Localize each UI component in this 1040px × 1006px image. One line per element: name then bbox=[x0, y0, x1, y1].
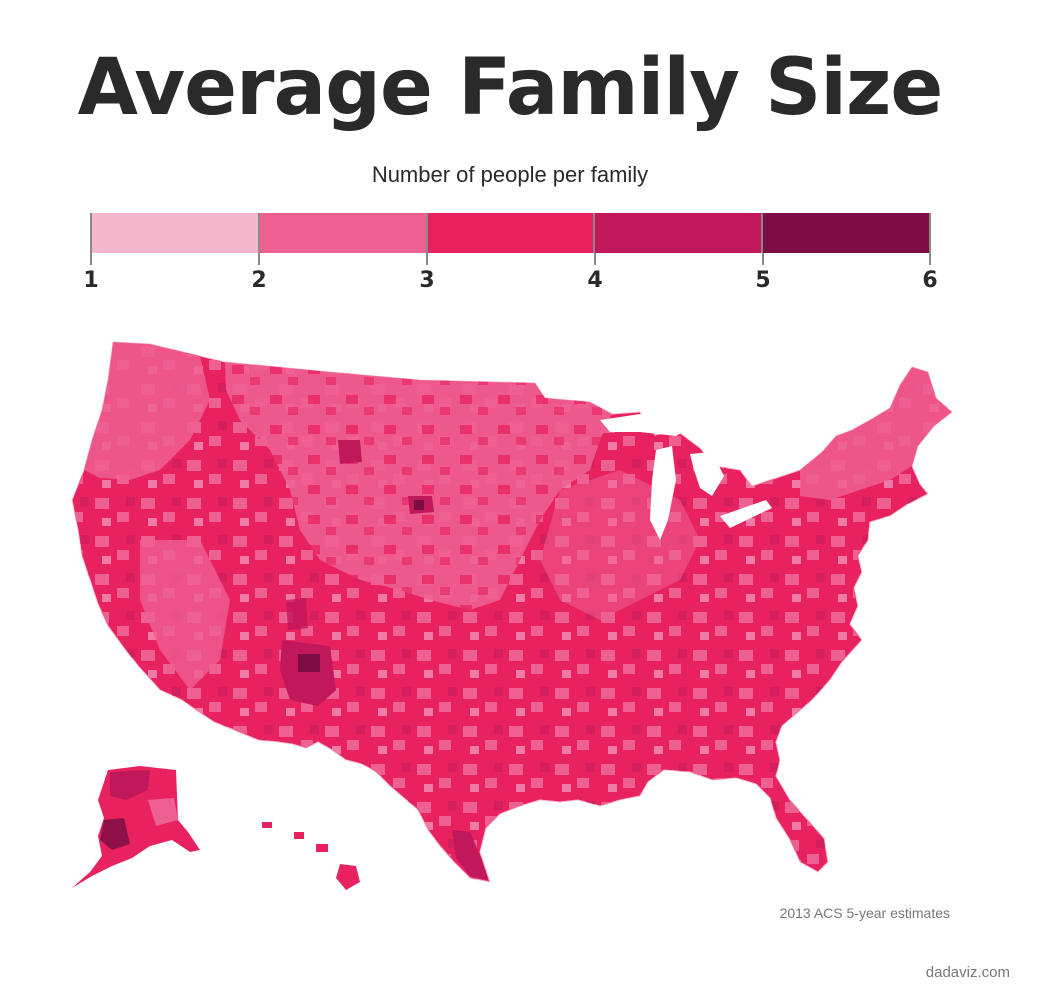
nevada-region bbox=[140, 540, 230, 690]
legend-tick bbox=[258, 253, 260, 265]
pacific-northwest-region bbox=[84, 342, 210, 480]
legend-tick bbox=[762, 253, 764, 265]
legend-label: 4 bbox=[587, 268, 603, 293]
legend-label: 2 bbox=[251, 268, 267, 293]
us-county-map bbox=[71, 341, 953, 890]
northern-plains-texture bbox=[225, 362, 612, 610]
legend-label: 3 bbox=[419, 268, 435, 293]
south-texas-dark-area bbox=[452, 830, 488, 880]
lake-michigan bbox=[650, 446, 676, 540]
legend-bin-5 bbox=[761, 213, 931, 253]
alaska-shape bbox=[72, 766, 200, 888]
montana-dark-area bbox=[338, 440, 362, 464]
four-corners-dark-area bbox=[280, 640, 336, 706]
navajo-darkest-area bbox=[298, 654, 320, 672]
hawaii-island bbox=[316, 844, 328, 852]
utah-dark-area bbox=[286, 598, 308, 630]
northeast-region bbox=[800, 367, 952, 500]
legend-label: 6 bbox=[922, 268, 938, 293]
legend-bin-4 bbox=[593, 213, 762, 253]
alaska bbox=[72, 766, 200, 888]
lake-huron bbox=[690, 452, 724, 496]
lake-erie bbox=[720, 500, 772, 528]
legend-label: 1 bbox=[83, 268, 99, 293]
map-title: Average Family Size bbox=[77, 43, 944, 133]
legend-bin-2 bbox=[257, 213, 426, 253]
alaska-dark-area bbox=[110, 770, 150, 800]
legend-tick bbox=[426, 253, 428, 265]
legend-tick bbox=[594, 253, 596, 265]
alaska-darkest-area bbox=[100, 818, 130, 850]
hawaii bbox=[262, 822, 360, 890]
legend-label: 5 bbox=[755, 268, 771, 293]
legend-subtitle: Number of people per family bbox=[371, 162, 649, 187]
hawaii-island bbox=[294, 832, 304, 839]
contiguous-us bbox=[71, 341, 953, 883]
legend-bin-1 bbox=[90, 213, 258, 253]
color-legend bbox=[90, 213, 931, 253]
legend-tick bbox=[929, 253, 931, 265]
hawaii-big-island bbox=[336, 864, 360, 890]
lake-superior bbox=[600, 414, 690, 436]
hawaii-island bbox=[262, 822, 272, 828]
data-source-note: 2013 ACS 5-year estimates bbox=[779, 905, 950, 921]
legend-bin-3 bbox=[425, 213, 594, 253]
legend-tick bbox=[90, 253, 92, 265]
alaska-light-area bbox=[148, 798, 178, 826]
south-dakota-darkest-area bbox=[414, 500, 424, 510]
credit-link[interactable]: dadaviz.com bbox=[925, 964, 1010, 981]
